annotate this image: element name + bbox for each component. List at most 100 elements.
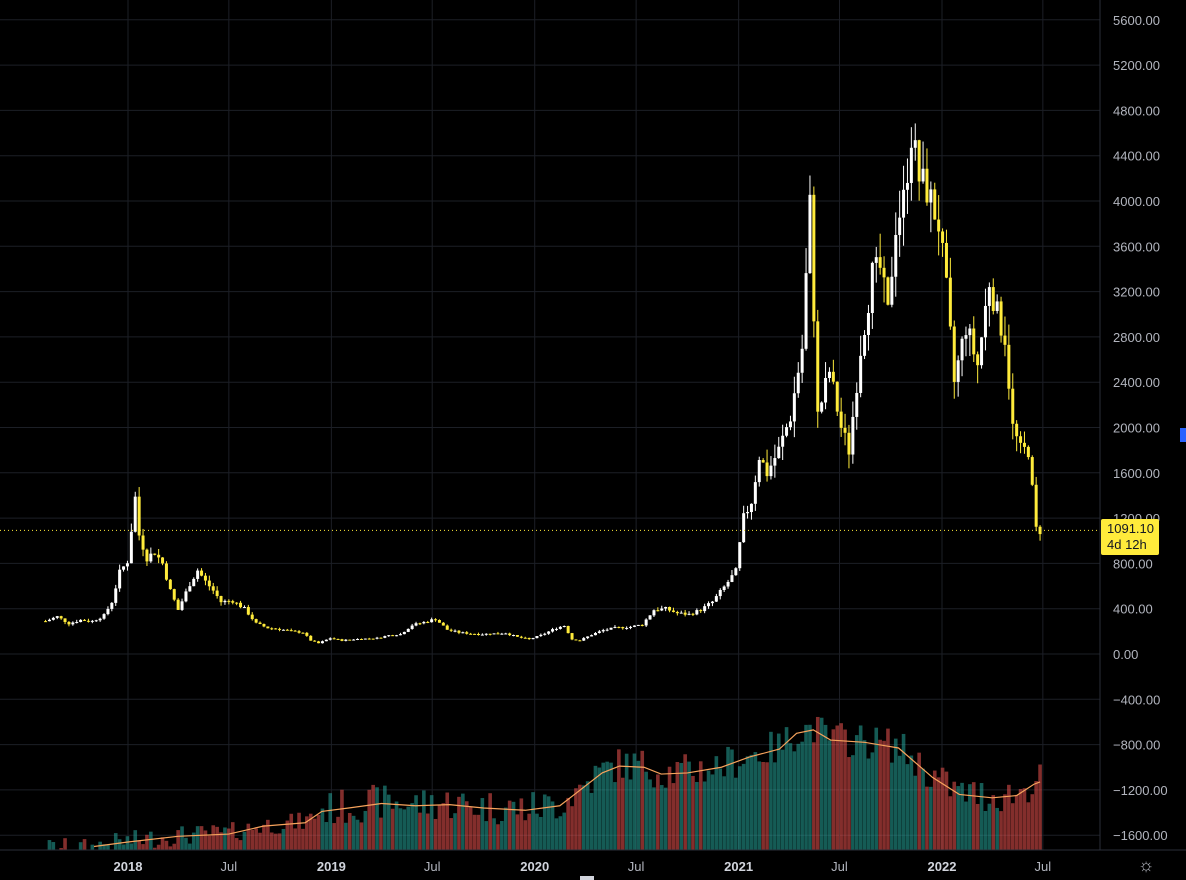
candle-body	[207, 580, 211, 587]
candle-body	[430, 619, 434, 623]
volume-bar	[1003, 794, 1007, 850]
time-tick-label: Jul	[1035, 859, 1052, 874]
candle-body	[944, 242, 948, 278]
candle-body	[777, 446, 781, 459]
volume-bar	[308, 813, 313, 850]
volume-bar	[254, 828, 258, 850]
volume-bar	[593, 765, 598, 850]
volume-bar	[359, 822, 364, 850]
volume-bar	[730, 749, 734, 850]
candle-body	[371, 638, 375, 640]
candle-body	[47, 619, 51, 622]
candle-body	[203, 575, 207, 581]
grid-lines	[0, 0, 1100, 850]
volume-bar	[854, 735, 859, 850]
volume-bar	[932, 770, 937, 850]
volume-bar	[519, 798, 524, 850]
candle-body	[773, 458, 777, 466]
candle-body	[86, 620, 90, 622]
volume-bar	[839, 723, 843, 850]
price-tick-label: 1600.00	[1113, 466, 1160, 481]
volume-bar	[184, 837, 188, 850]
volume-bar	[168, 846, 173, 850]
candle-body	[71, 622, 75, 625]
candle-body	[937, 219, 941, 232]
volume-bar	[827, 740, 832, 850]
candle-body	[629, 626, 633, 628]
settings-gear-icon[interactable]: ☼	[1137, 855, 1155, 875]
candle-body	[968, 328, 972, 336]
volume-bar	[808, 724, 812, 850]
volume-bar	[1007, 784, 1011, 850]
price-tick-label: 2800.00	[1113, 330, 1160, 345]
volume-bar	[156, 844, 161, 850]
volume-bar	[90, 844, 95, 850]
candle-body	[664, 606, 668, 609]
volume-bar	[979, 783, 984, 850]
candle-body	[707, 603, 711, 607]
candle-body	[426, 621, 430, 623]
candle-body	[1019, 436, 1023, 443]
volume-bar	[78, 842, 83, 850]
candle-body	[496, 633, 500, 635]
volume-bar	[956, 786, 960, 850]
volume-bar	[893, 738, 898, 850]
volume-bar	[297, 812, 301, 850]
candle-body	[593, 633, 597, 636]
price-tick-label: 4400.00	[1113, 149, 1160, 164]
candle-body	[231, 601, 235, 603]
candle-body	[508, 633, 512, 636]
volume-bar	[648, 779, 652, 850]
volume-bar	[191, 832, 196, 850]
time-scroll-handle[interactable]	[580, 876, 594, 880]
volume-bar	[683, 754, 687, 850]
scroll-edge-marker[interactable]	[1180, 428, 1186, 442]
volume-bar	[164, 840, 169, 850]
volume-bar	[429, 795, 434, 850]
volume-bar	[180, 826, 184, 850]
volume-bar	[219, 832, 223, 850]
candle-body	[211, 586, 215, 591]
candle-body	[753, 482, 757, 504]
time-tick-label: 2018	[114, 859, 143, 874]
volume-bar	[905, 764, 910, 850]
volume-bar	[472, 814, 477, 850]
candle-body	[153, 553, 157, 555]
candle-body	[722, 586, 726, 590]
volume-bar	[82, 839, 87, 850]
candle-body	[535, 636, 539, 639]
volume-bar	[609, 762, 613, 850]
candle-body	[235, 602, 239, 604]
candle-body	[504, 633, 508, 635]
time-axis[interactable]: 2018 Jul 2019 Jul 2020 Jul 2021 Jul 2022 Jul	[114, 859, 1052, 874]
candle-body	[293, 630, 297, 632]
volume-bar	[734, 777, 738, 850]
candle-body	[258, 622, 262, 625]
candle-body	[129, 531, 133, 564]
candle-body	[980, 337, 984, 366]
price-tick-label: 2000.00	[1113, 421, 1160, 436]
candle-body	[223, 600, 227, 603]
candle-body	[808, 194, 812, 274]
price-tick-label: −800.00	[1113, 738, 1160, 753]
candle-body	[781, 435, 785, 447]
volume-bar	[960, 782, 964, 850]
candle-body	[925, 168, 929, 203]
volume-bar	[761, 761, 765, 850]
volume-bar	[266, 819, 270, 850]
candle-body	[644, 619, 648, 626]
volume-bar	[351, 815, 356, 850]
candle-body	[964, 335, 968, 339]
volume-bar	[437, 804, 442, 850]
volume-bar	[149, 831, 153, 850]
price-axis[interactable]: 5600.00 5200.00 4800.00 4400.00 4000.00 3600.…	[1113, 13, 1168, 843]
candle-body	[465, 632, 469, 634]
candle-body	[769, 465, 773, 477]
volume-bar	[632, 753, 637, 850]
volume-bar	[597, 767, 602, 850]
volume-bar	[936, 777, 941, 850]
candle-body	[328, 638, 332, 640]
candle-body	[188, 586, 192, 592]
candle-body	[547, 631, 551, 634]
